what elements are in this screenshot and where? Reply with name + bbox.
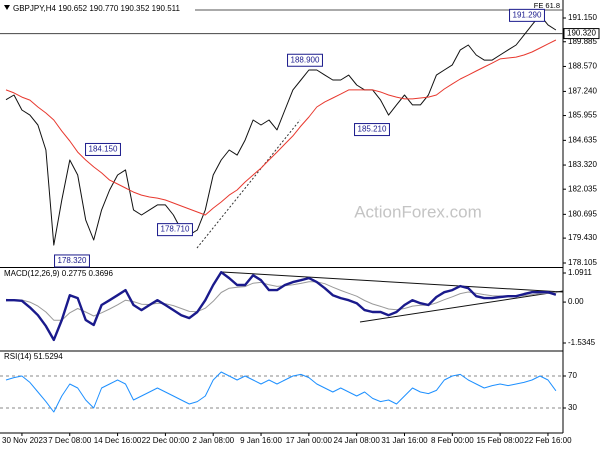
y-tick-label: 1.0911 bbox=[568, 268, 592, 277]
trend-line bbox=[221, 271, 564, 293]
panel-title: MACD(12,26,9) 0.2775 0.3696 bbox=[4, 269, 114, 278]
x-tick-label: 22 Dec 00:00 bbox=[142, 436, 190, 445]
current-price-box bbox=[563, 28, 600, 40]
y-tick-label: 191.150 bbox=[568, 13, 597, 22]
panel-title: GBPJPY,H4 190.652 190.770 190.352 190.51… bbox=[13, 4, 181, 13]
y-tick-label: 184.635 bbox=[568, 135, 597, 144]
annotation-box bbox=[354, 123, 390, 137]
y-tick-label: 178.105 bbox=[568, 258, 597, 267]
annotation-box bbox=[509, 8, 545, 22]
y-tick-label: 180.695 bbox=[568, 209, 597, 218]
y-tick-label: 183.320 bbox=[568, 160, 597, 169]
series-line bbox=[5, 371, 557, 413]
current-price-label: 190.320 bbox=[567, 29, 596, 38]
annotation-label: 178.710 bbox=[161, 225, 190, 234]
x-tick-label: 2 Jan 08:00 bbox=[192, 436, 234, 445]
panel-title: RSI(14) 51.5294 bbox=[4, 352, 63, 361]
trend-line bbox=[196, 119, 301, 249]
y-tick-label: 30 bbox=[568, 403, 577, 412]
y-tick-label: 0.00 bbox=[568, 297, 584, 306]
x-tick-label: 22 Feb 16:00 bbox=[524, 436, 572, 445]
annotation-box bbox=[85, 142, 121, 156]
y-tick-label: 70 bbox=[568, 371, 577, 380]
annotation-label: 184.150 bbox=[89, 145, 118, 154]
annotation-label: 185.210 bbox=[358, 125, 387, 134]
series-line bbox=[5, 14, 557, 246]
watermark: ActionForex.com bbox=[354, 202, 482, 221]
series-line bbox=[5, 39, 557, 216]
annotation-label: 188.900 bbox=[291, 55, 320, 64]
y-tick-label: 188.570 bbox=[568, 62, 597, 71]
x-tick-label: 9 Jan 16:00 bbox=[240, 436, 282, 445]
x-tick-label: 31 Jan 16:00 bbox=[381, 436, 428, 445]
symbol-icon bbox=[4, 5, 10, 10]
annotation-box bbox=[287, 53, 323, 67]
annotation-box bbox=[54, 254, 90, 268]
trend-line bbox=[359, 290, 564, 323]
x-tick-label: 24 Jan 08:00 bbox=[334, 436, 381, 445]
y-tick-label: 189.885 bbox=[568, 37, 597, 46]
x-tick-label: 14 Dec 16:00 bbox=[94, 436, 142, 445]
x-tick-label: 30 Nov 2023 bbox=[2, 436, 48, 445]
y-tick-label: 179.430 bbox=[568, 233, 597, 242]
annotation-box bbox=[157, 223, 193, 237]
fe-level-label: FE 61.8 bbox=[534, 1, 560, 10]
y-tick-label: 182.035 bbox=[568, 184, 597, 193]
y-tick-label: 185.955 bbox=[568, 111, 597, 120]
x-tick-label: 17 Jan 00:00 bbox=[286, 436, 333, 445]
annotation-label: 191.290 bbox=[513, 10, 542, 19]
x-tick-label: 15 Feb 08:00 bbox=[477, 436, 525, 445]
series-line bbox=[6, 271, 557, 342]
x-tick-label: 8 Feb 00:00 bbox=[431, 436, 474, 445]
annotation-label: 178.320 bbox=[58, 256, 87, 265]
y-tick-label: -1.5345 bbox=[568, 338, 596, 347]
y-tick-label: 187.240 bbox=[568, 87, 597, 96]
x-tick-label: 7 Dec 08:00 bbox=[48, 436, 92, 445]
